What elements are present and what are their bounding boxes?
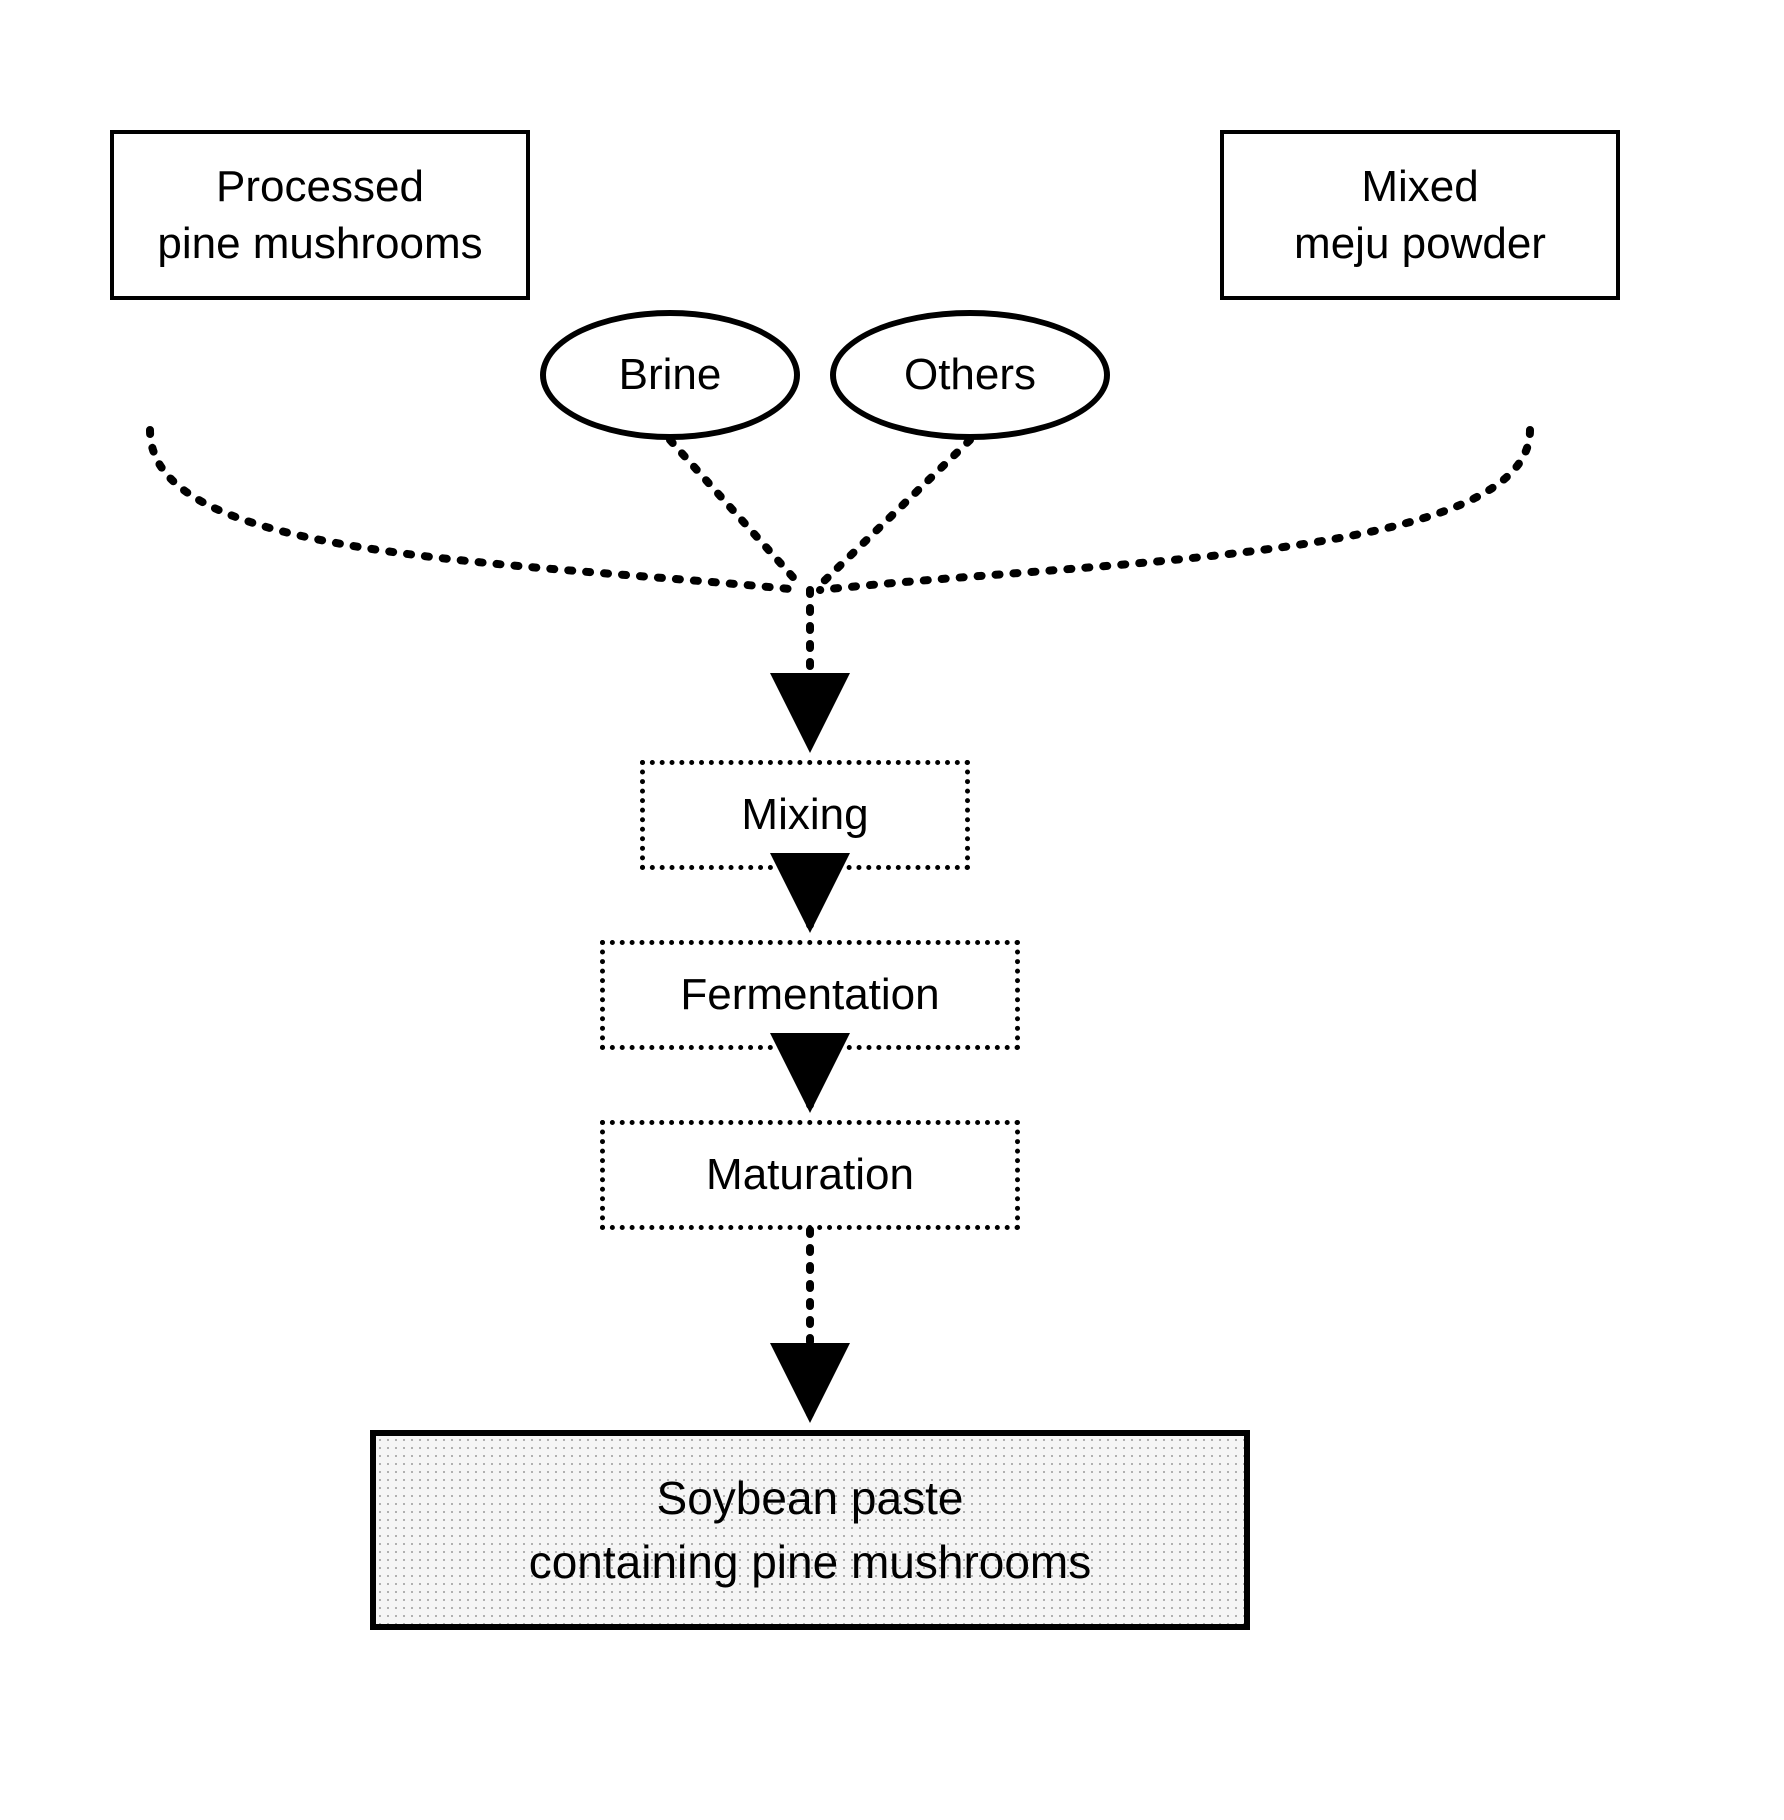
node-mixing: Mixing xyxy=(640,760,970,870)
node-label: Processed pine mushrooms xyxy=(157,158,482,272)
node-mixed-meju: Mixed meju powder xyxy=(1220,130,1620,300)
node-label: Soybean paste containing pine mushrooms xyxy=(529,1466,1092,1595)
edge-left-curve xyxy=(150,430,800,590)
node-label: Fermentation xyxy=(680,970,939,1020)
edge-others-down xyxy=(820,440,970,585)
node-label: Others xyxy=(904,350,1036,400)
edge-right-curve xyxy=(820,430,1530,590)
node-label: Brine xyxy=(619,350,722,400)
node-fermentation: Fermentation xyxy=(600,940,1020,1050)
node-maturation: Maturation xyxy=(600,1120,1020,1230)
node-soybean-paste: Soybean paste containing pine mushrooms xyxy=(370,1430,1250,1630)
node-others: Others xyxy=(830,310,1110,440)
node-brine: Brine xyxy=(540,310,800,440)
node-label: Maturation xyxy=(706,1150,914,1200)
node-label: Mixing xyxy=(741,790,868,840)
node-label: Mixed meju powder xyxy=(1294,158,1546,272)
edge-brine-down xyxy=(670,440,800,585)
node-processed-mushrooms: Processed pine mushrooms xyxy=(110,130,530,300)
